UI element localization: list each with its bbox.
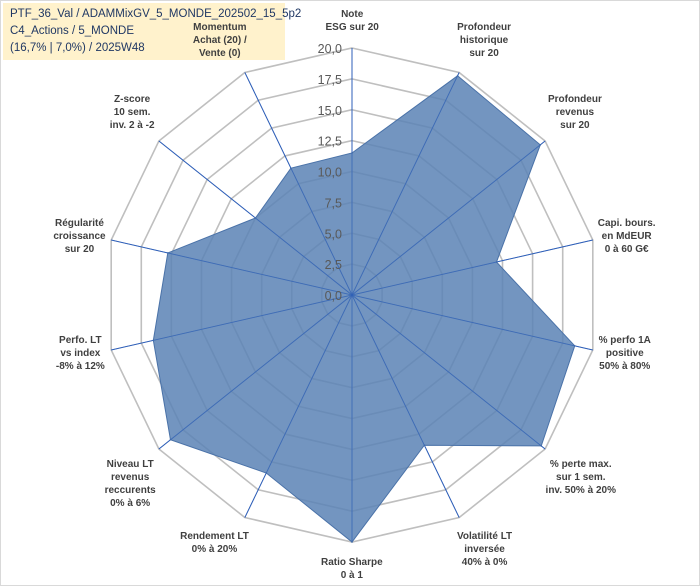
axis-spoke-overlay — [158, 140, 353, 296]
category-label-line: Profondeur — [457, 21, 512, 33]
category-label-line: reccurents — [104, 484, 156, 496]
category-label-line: Capi. bours. — [597, 218, 656, 230]
category-label-line: Z-score — [114, 94, 151, 106]
series-layer — [111, 48, 593, 543]
axis-spoke-overlay — [351, 294, 593, 351]
category-label-line: sur 1 sem. — [556, 471, 606, 483]
axis-spoke-overlay — [351, 294, 546, 450]
category-label: Profondeur revenus sur 20 — [548, 93, 602, 132]
axis-spoke-overlay — [158, 294, 353, 450]
category-label-line: revenus — [555, 107, 595, 119]
category-label: Ratio Sharpe 0 à 1 — [321, 556, 383, 582]
category-label-line: sur 20 — [560, 120, 590, 132]
chart-stats: (16,7% | 7,0%) / 2025W48 — [10, 42, 145, 54]
category-label-line: revenus — [110, 471, 150, 483]
tick-label: 0,0 — [325, 289, 342, 303]
category-label-line: 0% à 6% — [110, 497, 151, 509]
axis-spoke-overlay — [351, 294, 460, 518]
axis-spoke-overlay — [351, 140, 546, 296]
tick-label: 7,5 — [325, 196, 342, 210]
chart-subtitle: C4_Actions / 5_MONDE — [10, 25, 134, 37]
chart-title: PTF_36_Val / ADAMMixGV_5_MONDE_202502_15… — [10, 8, 302, 20]
category-label: % perfo 1A positive 50% à 80% — [599, 334, 651, 373]
category-label-line: sur 20 — [469, 47, 499, 59]
category-label-line: inversée — [464, 544, 505, 556]
category-label-line: -8% à 12% — [55, 360, 105, 372]
category-label-line: 10 sem. — [113, 107, 151, 119]
category-label-line: Vente (0) — [198, 47, 241, 59]
category-label-line: vs index — [60, 347, 101, 359]
category-label-line: % perfo 1A — [598, 334, 651, 346]
category-label-line: historique — [459, 34, 509, 46]
tick-label: 17,5 — [318, 73, 342, 87]
category-label-line: Niveau LT — [106, 458, 154, 470]
series-area — [152, 75, 576, 543]
category-label-line: 0 à 1 — [340, 570, 363, 581]
category-label-line: Profondeur — [547, 94, 602, 106]
category-label-line: Note — [341, 9, 364, 20]
category-label: Rendement LT 0% à 20% — [180, 530, 249, 556]
tick-label: 12,5 — [318, 135, 342, 149]
axis-spoke-overlay — [244, 72, 353, 296]
category-label-line: 40% à 0% — [461, 557, 508, 569]
axis-spoke-overlay — [351, 72, 460, 296]
tick-label: 5,0 — [325, 227, 342, 241]
category-label: Volatilité LT inversée 40% à 0% — [457, 530, 512, 569]
category-label: Profondeur historique sur 20 — [457, 21, 511, 60]
category-label-line: sur 20 — [64, 244, 95, 256]
category-label-line: Achat (20) / — [192, 34, 247, 46]
category-label-line: Volatilité LT — [456, 531, 513, 543]
tick-label: 15,0 — [318, 104, 342, 118]
category-label: Capi. bours. en MdEUR 0 à 60 G€ — [598, 217, 656, 256]
category-label-line: croissance — [53, 231, 106, 243]
axis-spoke-overlay — [111, 239, 353, 296]
category-label: Niveau LT revenus reccurents 0% à 6% — [105, 458, 156, 510]
chart-title-box: PTF_36_Val / ADAMMixGV_5_MONDE_202502_15… — [3, 3, 301, 60]
category-label-line: 0% à 20% — [191, 544, 238, 556]
category-label: Momentum Achat (20) / Vente (0) — [193, 21, 247, 60]
tick-label: 2,5 — [325, 258, 342, 272]
category-label: % perte max. sur 1 sem. inv. 50% à 20% — [546, 458, 616, 497]
category-label-line: inv. 2 à -2 — [109, 120, 155, 132]
category-label-line: Rendement LT — [180, 531, 249, 543]
category-label-line: Momentum — [193, 21, 247, 33]
category-label-line: % perte max. — [549, 458, 612, 470]
tick-label: 20,0 — [318, 42, 342, 56]
tick-label: 10,0 — [318, 166, 342, 180]
axis-spoke-overlay — [111, 294, 353, 351]
category-label-line: inv. 50% à 20% — [545, 484, 616, 496]
category-label-line: Perfo. LT — [59, 334, 102, 346]
category-label: Z-score 10 sem. inv. 2 à -2 — [110, 93, 155, 132]
category-label: Perfo. LT vs index -8% à 12% — [56, 334, 105, 373]
axis-spoke-overlay — [244, 294, 353, 518]
category-label-line: Régularité — [55, 218, 104, 230]
category-label: Régularité croissance sur 20 — [53, 217, 105, 256]
category-label-line: 50% à 80% — [599, 360, 651, 372]
axis-spoke-overlay — [351, 239, 593, 296]
category-label-line: 0 à 60 G€ — [604, 244, 649, 256]
category-label-line: en MdEUR — [601, 231, 652, 243]
category-label-line: Ratio Sharpe — [321, 557, 383, 568]
tick-layer: 0,0 2,5 5,0 7,5 10,0 12,5 15,0 17,5 20,0 — [318, 42, 342, 303]
category-label-line: ESG sur 20 — [325, 22, 379, 33]
category-label-line: positive — [605, 347, 644, 359]
category-label: Note ESG sur 20 — [326, 8, 379, 34]
